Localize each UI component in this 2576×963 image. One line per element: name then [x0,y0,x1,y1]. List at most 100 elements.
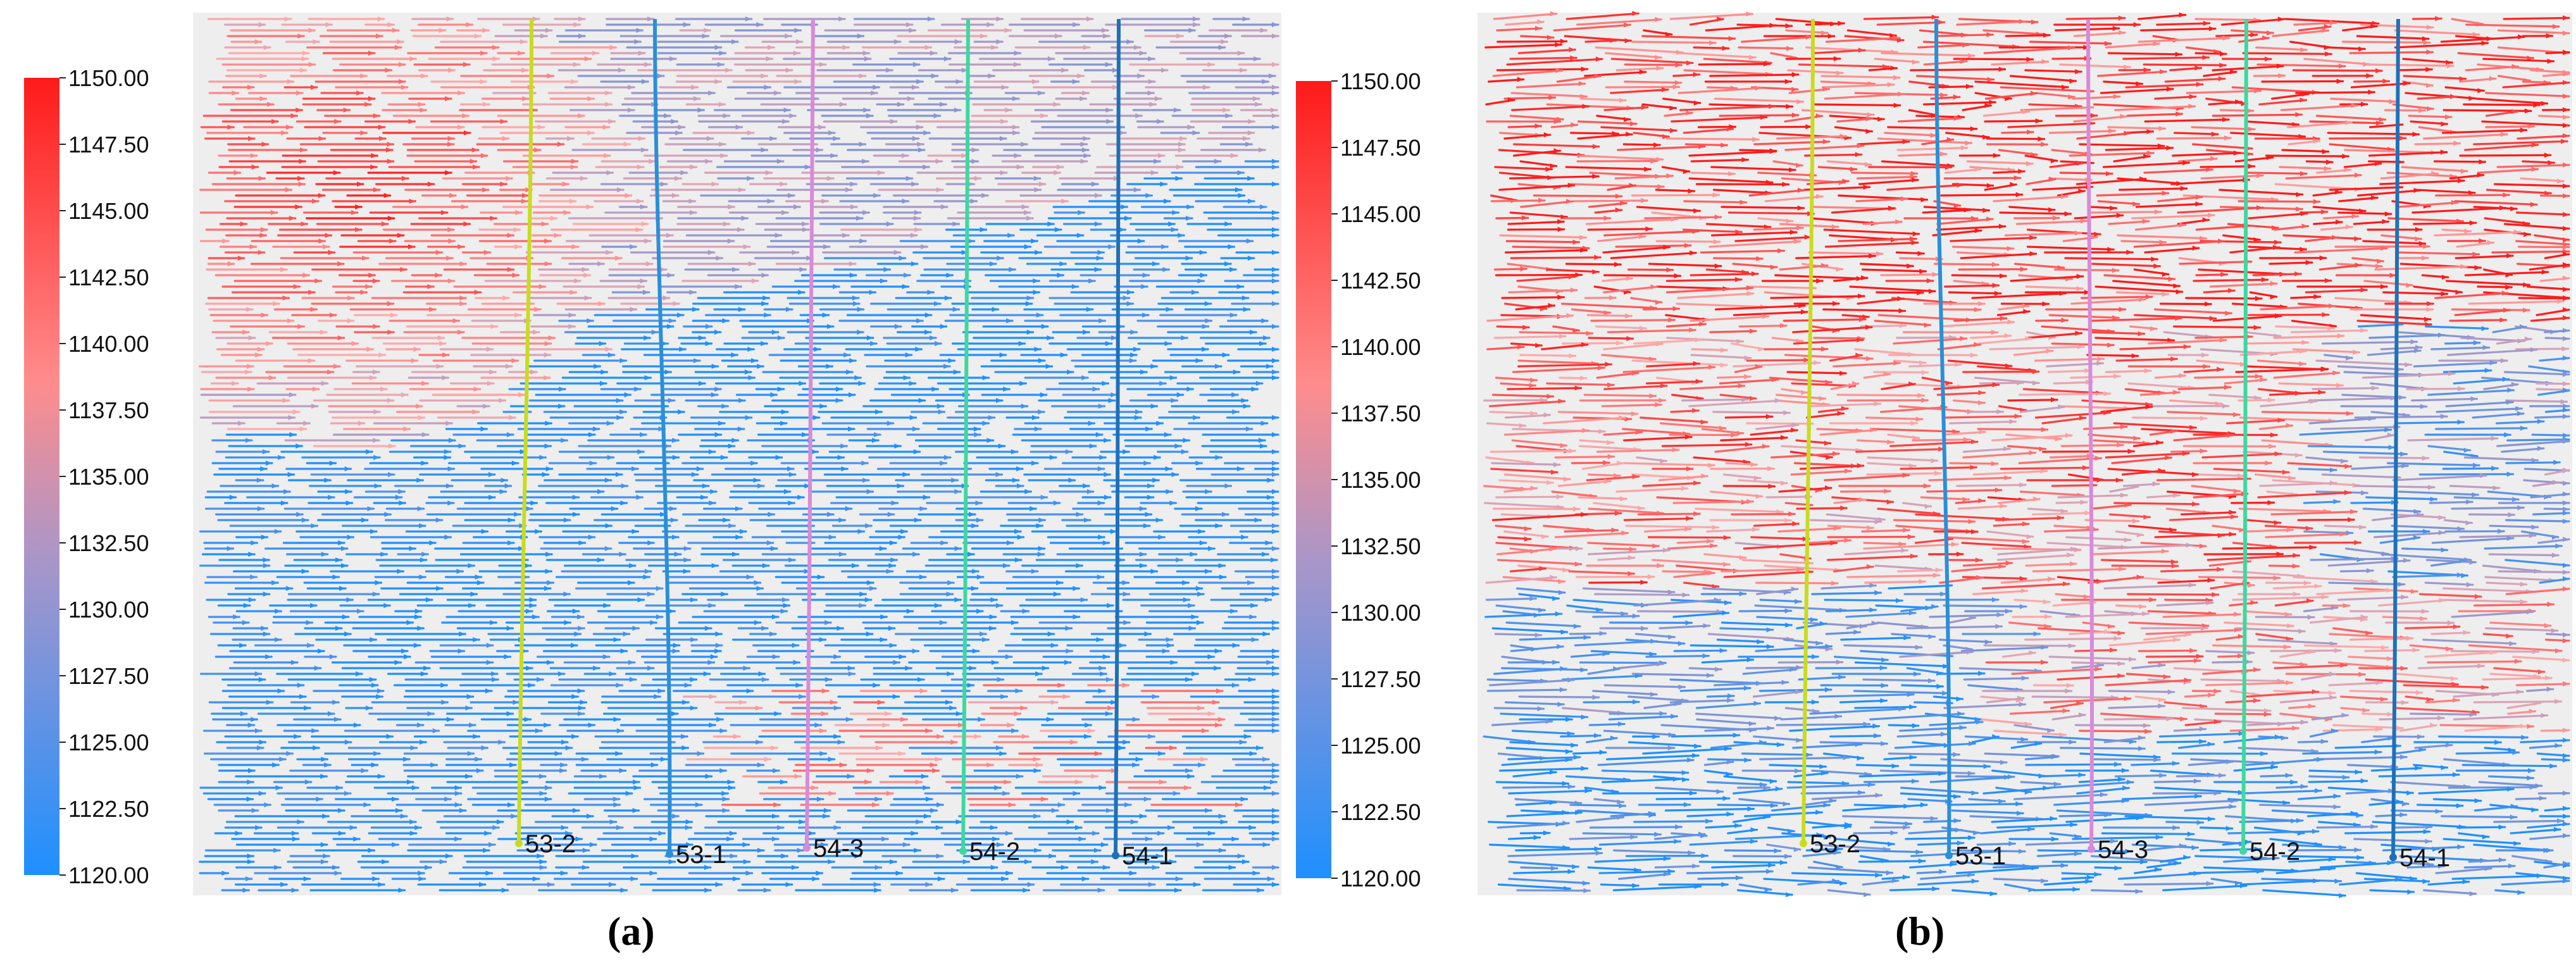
flow-arrowhead [401,649,408,654]
flow-arrowhead [1619,97,1626,103]
flow-arrowhead [2022,109,2029,115]
flow-arrowhead [1645,226,1652,232]
flow-arrowhead [709,723,716,728]
flow-arrowhead [630,876,637,881]
flow-arrowhead [492,677,499,682]
flow-arrowhead [1021,142,1028,147]
flow-arrowhead [2196,194,2203,200]
flow-vector [1600,126,1677,132]
flow-arrowhead [2076,160,2083,166]
flow-arrowhead [943,364,950,369]
flow-arrowhead [328,495,335,500]
flow-arrowhead [1017,483,1024,488]
flow-arrowhead [2335,189,2342,195]
flow-arrowhead [257,506,264,511]
flow-arrowhead [973,426,980,432]
flow-arrowhead [1212,700,1219,705]
flow-arrowhead [414,609,421,614]
flow-arrowhead [582,848,589,853]
flow-arrowhead [1218,848,1225,853]
flow-arrowhead [466,694,473,699]
flow-arrowhead [949,705,956,711]
flow-arrowhead [2425,66,2432,72]
flow-arrowhead [2563,212,2569,218]
flow-arrowhead [248,136,255,141]
flow-vector [1884,132,1938,137]
flow-arrowhead [2368,89,2375,95]
flow-arrowhead [2194,65,2201,71]
flow-arrowhead [1746,11,1753,16]
flow-arrowhead [709,500,716,506]
flow-arrowhead [514,313,521,318]
flow-arrowhead [1157,119,1164,124]
flow-arrowhead [1016,774,1023,779]
flow-arrowhead [780,421,787,426]
flow-arrowhead [2220,51,2227,57]
flow-arrowhead [1171,227,1178,232]
flow-arrowhead [291,888,298,893]
flow-vector [2293,22,2337,26]
flow-vector [2125,83,2204,89]
flow-arrowhead [886,791,893,796]
colorbar: 1150.001147.501145.001142.501140.001137.… [24,65,149,888]
flow-arrowhead [1035,250,1042,255]
flow-arrowhead [1249,751,1256,756]
flow-vector [1886,183,1965,191]
flow-vector [1785,29,1829,34]
flow-arrowhead [532,876,539,881]
flow-arrowhead [856,216,862,221]
flow-arrowhead [1170,660,1177,665]
flow-arrowhead [344,740,351,745]
flow-arrowhead [1073,614,1080,619]
flow-arrowhead [263,592,270,597]
flow-arrowhead [483,102,490,107]
flow-arrowhead [557,671,564,676]
flow-arrowhead [2544,152,2551,158]
flow-arrowhead [1119,643,1126,648]
flow-arrowhead [1198,762,1205,767]
flow-arrowhead [227,546,233,551]
flow-vector [2295,91,2375,94]
flow-arrowhead [1197,278,1204,283]
flow-arrowhead [757,483,764,488]
flow-arrowhead [1272,723,1278,728]
flow-arrowhead [544,341,551,346]
flow-arrowhead [888,563,895,568]
flow-arrowhead [1105,711,1112,716]
flow-arrowhead [2344,167,2351,173]
flow-arrowhead [233,614,240,619]
flow-arrowhead [1014,153,1021,158]
flow-arrowhead [318,193,325,198]
flow-arrowhead [867,580,874,585]
flow-arrowhead [1129,358,1136,363]
flow-arrowhead [974,432,981,437]
flow-arrowhead [828,791,835,796]
flow-vector [2048,130,2116,134]
flow-arrowhead [416,723,423,728]
flow-arrowhead [2520,127,2527,133]
flow-arrowhead [1595,56,1602,62]
flow-arrowhead [2326,159,2333,165]
flow-arrowhead [1139,51,1146,56]
flow-arrowhead [594,364,600,369]
flow-arrowhead [1192,16,1199,22]
flow-arrowhead [950,888,957,893]
flow-vector [2272,29,2330,37]
flow-arrowhead [854,375,861,380]
flow-vector [1496,40,1568,43]
well-label-53-2: 53-2 [525,830,576,858]
flow-arrowhead [1150,404,1157,409]
flow-arrowhead [1256,745,1263,750]
flow-vector [1688,177,1774,183]
flow-arrowhead [2222,35,2229,41]
flow-arrowhead [1272,489,1278,494]
flow-arrowhead [1119,130,1126,135]
flow-arrowhead [1121,204,1128,209]
flow-vector [1881,160,1955,167]
flow-arrowhead [380,387,387,392]
flow-arrowhead [1760,115,1767,120]
flow-arrowhead [1272,620,1278,625]
flow-arrowhead [853,301,860,306]
flow-arrowhead [823,244,830,249]
flow-arrowhead [373,409,380,414]
